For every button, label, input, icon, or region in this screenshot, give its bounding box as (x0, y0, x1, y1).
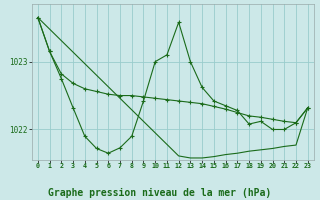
Text: Graphe pression niveau de la mer (hPa): Graphe pression niveau de la mer (hPa) (48, 188, 272, 198)
